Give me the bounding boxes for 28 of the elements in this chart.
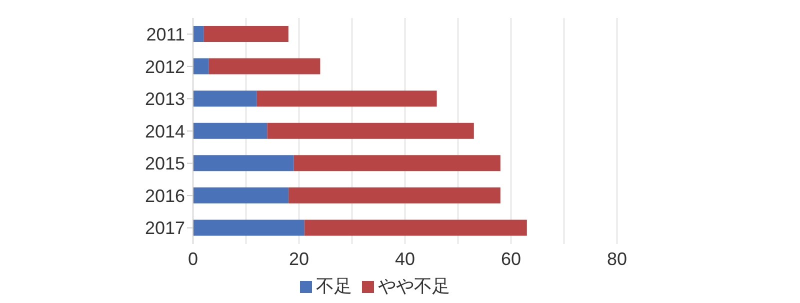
x-tick-label: 80	[606, 248, 628, 269]
y-tick-label: 2013	[144, 89, 185, 110]
legend-label: やや不足	[378, 276, 450, 296]
bar	[204, 26, 288, 42]
y-tick-label: 2012	[144, 56, 185, 77]
x-tick-label: 0	[188, 248, 198, 269]
bar	[267, 122, 474, 139]
y-tick-label: 2016	[144, 186, 185, 206]
x-tick-label: 40	[394, 248, 416, 269]
x-tick-label: 60	[500, 248, 522, 269]
bar	[208, 58, 320, 74]
y-tick-label: 2015	[144, 154, 185, 174]
y-tick-label: 2011	[146, 24, 185, 45]
bar	[193, 155, 294, 172]
y-tick-label: 2014	[144, 121, 185, 142]
bar	[294, 155, 500, 172]
y-tick-label: 2017	[144, 218, 185, 238]
bar	[193, 26, 204, 42]
bar	[288, 187, 500, 204]
bar	[256, 90, 437, 107]
bar	[193, 122, 268, 139]
bar	[193, 58, 209, 74]
x-tick-label: 20	[288, 248, 310, 269]
bar	[193, 90, 257, 107]
bar	[304, 220, 527, 236]
legend-label: 不足	[316, 276, 352, 296]
bar	[193, 220, 304, 236]
bar	[193, 187, 288, 204]
